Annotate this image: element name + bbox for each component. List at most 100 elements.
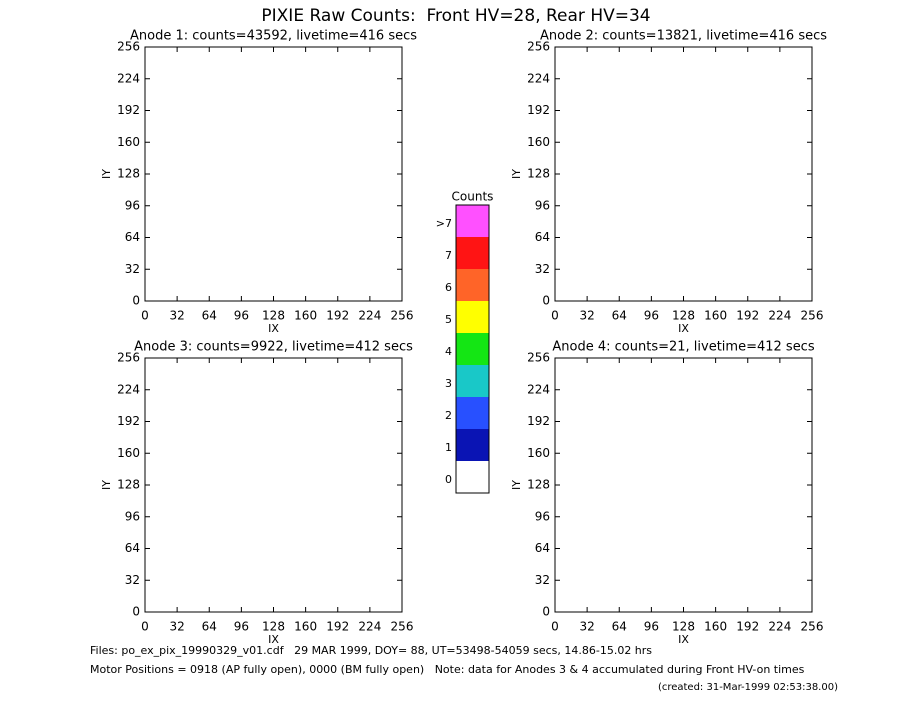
x-tick-label: 256 <box>391 620 414 634</box>
y-tick-label: 96 <box>535 509 550 523</box>
x-tick-label: 32 <box>579 620 594 634</box>
colorbar-label: 7 <box>445 249 452 262</box>
y-tick-label: 32 <box>125 573 140 587</box>
y-tick-label: 0 <box>542 294 550 308</box>
colorbar-label: 6 <box>445 281 452 294</box>
y-tick-label: 192 <box>527 103 550 117</box>
colorbar-cell <box>456 333 489 365</box>
y-axis-label: IY <box>510 480 523 490</box>
colorbar-frame <box>455 204 490 494</box>
colorbar-label: 5 <box>445 313 452 326</box>
y-tick-label: 32 <box>125 262 140 276</box>
y-tick-label: 64 <box>535 541 550 555</box>
x-tick-label: 96 <box>644 620 659 634</box>
x-tick-label: 128 <box>672 620 695 634</box>
y-tick-label: 96 <box>125 509 140 523</box>
colorbar-label: >7 <box>436 217 452 230</box>
x-tick-label: 0 <box>551 620 559 634</box>
y-tick-label: 96 <box>535 198 550 212</box>
x-tick-label: 0 <box>141 620 149 634</box>
panel-title: Anode 3: counts=9922, livetime=412 secs <box>134 340 413 355</box>
x-tick-label: 128 <box>262 620 285 634</box>
y-tick-label: 0 <box>132 605 140 619</box>
x-tick-label: 64 <box>612 309 627 323</box>
x-tick-label: 64 <box>202 309 217 323</box>
colorbar-cell <box>456 365 489 397</box>
y-tick-label: 0 <box>542 605 550 619</box>
y-tick-label: 160 <box>527 135 550 149</box>
colorbar-cell <box>456 269 489 301</box>
y-tick-label: 32 <box>535 262 550 276</box>
panel-title: Anode 2: counts=13821, livetime=416 secs <box>540 29 827 44</box>
x-tick-label: 32 <box>169 309 184 323</box>
colorbar-label: 0 <box>445 473 452 486</box>
y-axis-label: IY <box>510 169 523 179</box>
x-tick-label: 160 <box>294 620 317 634</box>
footer-line: Files: po_ex_pix_19990329_v01.cdf 29 MAR… <box>90 644 652 657</box>
panel-title: Anode 1: counts=43592, livetime=416 secs <box>130 29 417 44</box>
y-tick-label: 160 <box>117 135 140 149</box>
x-tick-label: 96 <box>234 309 249 323</box>
y-tick-label: 160 <box>527 446 550 460</box>
y-tick-label: 0 <box>132 294 140 308</box>
y-tick-label: 256 <box>117 351 140 365</box>
x-tick-label: 256 <box>391 309 414 323</box>
colorbar-label: 2 <box>445 409 452 422</box>
y-tick-label: 224 <box>117 382 140 396</box>
x-tick-label: 192 <box>736 620 759 634</box>
x-tick-label: 64 <box>612 620 627 634</box>
x-tick-label: 224 <box>768 620 791 634</box>
x-tick-label: 128 <box>262 309 285 323</box>
y-tick-label: 160 <box>117 446 140 460</box>
x-tick-label: 0 <box>141 309 149 323</box>
colorbar-cell <box>456 429 489 461</box>
y-tick-label: 64 <box>125 541 140 555</box>
y-axis-label: IY <box>100 169 113 179</box>
y-tick-label: 192 <box>527 414 550 428</box>
x-tick-label: 192 <box>736 309 759 323</box>
colorbar-cell <box>456 237 489 269</box>
y-tick-label: 256 <box>117 40 140 54</box>
x-axis-label: IX <box>268 633 279 646</box>
colorbar-cell <box>456 301 489 333</box>
y-tick-label: 224 <box>527 382 550 396</box>
y-tick-label: 128 <box>527 167 550 181</box>
x-tick-label: 128 <box>672 309 695 323</box>
x-tick-label: 0 <box>551 309 559 323</box>
y-tick-label: 128 <box>117 167 140 181</box>
y-tick-label: 32 <box>535 573 550 587</box>
y-tick-label: 64 <box>125 230 140 244</box>
panel-title: Anode 4: counts=21, livetime=412 secs <box>552 340 814 355</box>
x-axis-label: IX <box>268 322 279 335</box>
colorbar-label: 4 <box>445 345 452 358</box>
x-tick-label: 160 <box>704 620 727 634</box>
colorbar-cell <box>456 205 489 237</box>
x-axis-label: IX <box>678 322 689 335</box>
y-tick-label: 256 <box>527 40 550 54</box>
y-tick-label: 128 <box>527 478 550 492</box>
x-tick-label: 256 <box>801 309 824 323</box>
x-tick-label: 224 <box>768 309 791 323</box>
y-tick-label: 64 <box>535 230 550 244</box>
x-tick-label: 192 <box>326 620 349 634</box>
y-tick-label: 224 <box>527 71 550 85</box>
y-tick-label: 256 <box>527 351 550 365</box>
x-tick-label: 32 <box>169 620 184 634</box>
x-tick-label: 160 <box>704 309 727 323</box>
colorbar-label: 3 <box>445 377 452 390</box>
x-tick-label: 96 <box>644 309 659 323</box>
x-tick-label: 256 <box>801 620 824 634</box>
x-tick-label: 224 <box>358 620 381 634</box>
created-note: (created: 31-Mar-1999 02:53:38.00) <box>658 682 838 693</box>
colorbar-cell <box>456 461 489 493</box>
colorbar-title: Counts <box>452 190 494 204</box>
y-tick-label: 192 <box>117 414 140 428</box>
x-tick-label: 32 <box>579 309 594 323</box>
x-tick-label: 96 <box>234 620 249 634</box>
x-tick-label: 224 <box>358 309 381 323</box>
colorbar-label: 1 <box>445 441 452 454</box>
x-axis-label: IX <box>678 633 689 646</box>
footer-line: Motor Positions = 0918 (AP fully open), … <box>90 663 805 676</box>
y-tick-label: 96 <box>125 198 140 212</box>
